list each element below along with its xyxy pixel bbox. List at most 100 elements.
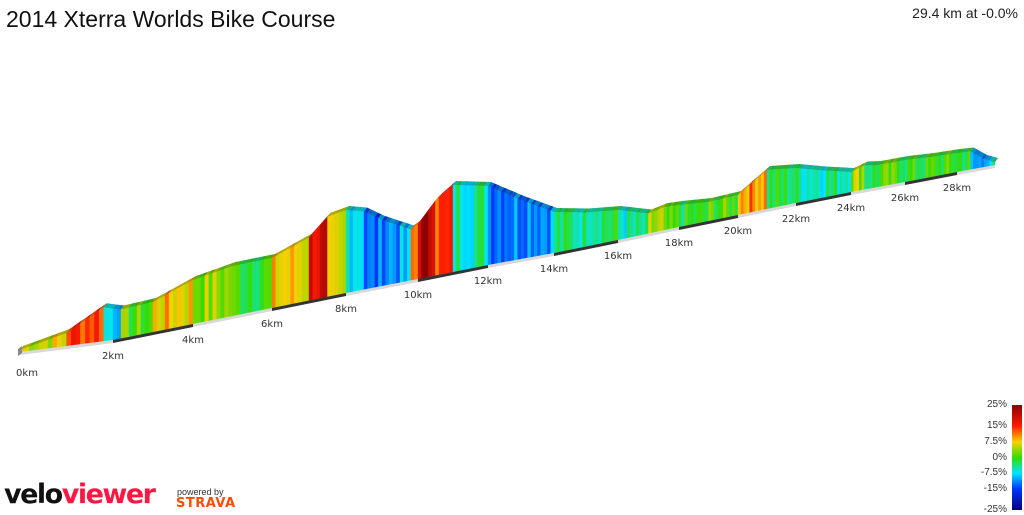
profile-segment[interactable]: [752, 179, 756, 213]
profile-segment[interactable]: [301, 239, 306, 303]
profile-segment[interactable]: [809, 169, 813, 201]
profile-segment[interactable]: [954, 152, 958, 173]
profile-segment[interactable]: [720, 198, 724, 219]
profile-segment[interactable]: [259, 259, 265, 311]
profile-segment[interactable]: [89, 313, 95, 344]
profile-segment[interactable]: [781, 168, 785, 207]
profile-segment[interactable]: [128, 306, 134, 338]
profile-segment[interactable]: [815, 169, 819, 200]
profile-segment[interactable]: [775, 168, 779, 208]
profile-segment[interactable]: [737, 192, 742, 216]
profile-segment[interactable]: [967, 151, 971, 171]
profile-segment[interactable]: [103, 306, 109, 342]
profile-segment[interactable]: [981, 157, 985, 168]
profile-segment[interactable]: [943, 154, 947, 175]
profile-segment[interactable]: [164, 292, 170, 330]
profile-segment[interactable]: [156, 297, 162, 332]
profile-segment[interactable]: [566, 211, 571, 251]
profile-segment[interactable]: [534, 204, 538, 257]
profile-segment[interactable]: [459, 184, 464, 271]
profile-segment[interactable]: [349, 210, 354, 293]
profile-segment[interactable]: [271, 255, 276, 309]
profile-segment[interactable]: [116, 308, 122, 340]
profile-segment[interactable]: [743, 187, 747, 215]
profile-segment[interactable]: [702, 202, 706, 223]
profile-segment[interactable]: [363, 211, 368, 290]
profile-segment[interactable]: [681, 204, 686, 227]
profile-segment[interactable]: [693, 202, 697, 225]
profile-segment[interactable]: [319, 220, 324, 299]
profile-segment[interactable]: [633, 211, 637, 237]
profile-segment[interactable]: [579, 212, 583, 249]
profile-segment[interactable]: [305, 237, 310, 302]
profile-segment[interactable]: [614, 209, 619, 241]
profile-segment[interactable]: [484, 185, 489, 266]
profile-segment[interactable]: [920, 157, 924, 180]
profile-segment[interactable]: [831, 170, 835, 197]
profile-segment[interactable]: [410, 226, 415, 281]
profile-segment[interactable]: [684, 203, 689, 227]
profile-segment[interactable]: [442, 190, 447, 275]
profile-segment[interactable]: [910, 158, 913, 182]
profile-segment[interactable]: [543, 208, 548, 256]
profile-segment[interactable]: [651, 210, 655, 234]
profile-segment[interactable]: [872, 164, 876, 189]
profile-segment[interactable]: [623, 210, 628, 239]
profile-segment[interactable]: [356, 210, 361, 292]
profile-segment[interactable]: [275, 253, 280, 308]
profile-segment[interactable]: [639, 212, 643, 236]
profile-segment[interactable]: [648, 211, 652, 234]
profile-segment[interactable]: [316, 224, 321, 300]
profile-segment[interactable]: [547, 209, 551, 255]
profile-segment[interactable]: [184, 281, 190, 326]
profile-segment[interactable]: [904, 159, 908, 183]
profile-segment[interactable]: [282, 249, 287, 306]
profile-segment[interactable]: [885, 162, 889, 186]
profile-segment[interactable]: [399, 225, 404, 283]
profile-segment[interactable]: [708, 201, 712, 222]
profile-segment[interactable]: [928, 156, 932, 178]
profile-segment[interactable]: [645, 212, 649, 235]
profile-segment[interactable]: [424, 209, 429, 278]
profile-segment[interactable]: [124, 307, 130, 338]
profile-segment[interactable]: [592, 211, 596, 246]
profile-segment[interactable]: [392, 223, 397, 285]
profile-segment[interactable]: [75, 322, 81, 346]
profile-segment[interactable]: [407, 227, 411, 282]
profile-segment[interactable]: [504, 192, 508, 263]
profile-segment[interactable]: [236, 264, 241, 316]
profile-segment[interactable]: [728, 196, 733, 218]
profile-segment[interactable]: [517, 198, 522, 260]
profile-segment[interactable]: [168, 290, 174, 330]
profile-segment[interactable]: [573, 212, 577, 250]
profile-segment[interactable]: [617, 209, 622, 241]
profile-segment[interactable]: [263, 258, 269, 310]
profile-segment[interactable]: [896, 160, 900, 184]
profile-segment[interactable]: [61, 332, 67, 347]
profile-segment[interactable]: [353, 210, 357, 292]
profile-segment[interactable]: [204, 274, 210, 322]
profile-segment[interactable]: [180, 284, 186, 327]
profile-segment[interactable]: [414, 223, 419, 280]
profile-segment[interactable]: [294, 243, 299, 304]
profile-segment[interactable]: [463, 185, 468, 271]
profile-segment[interactable]: [790, 167, 794, 205]
profile-segment[interactable]: [769, 169, 773, 209]
profile-segment[interactable]: [232, 264, 237, 317]
profile-segment[interactable]: [520, 199, 525, 260]
profile-segment[interactable]: [323, 216, 328, 298]
profile-segment[interactable]: [746, 184, 750, 214]
profile-segment[interactable]: [828, 170, 832, 197]
profile-segment[interactable]: [70, 326, 77, 346]
profile-segment[interactable]: [842, 171, 846, 194]
profile-segment[interactable]: [992, 160, 996, 166]
profile-segment[interactable]: [524, 200, 528, 259]
profile-segment[interactable]: [711, 200, 715, 221]
profile-segment[interactable]: [915, 158, 919, 181]
profile-segment[interactable]: [608, 210, 612, 243]
profile-segment[interactable]: [723, 197, 727, 219]
profile-segment[interactable]: [705, 201, 709, 222]
profile-segment[interactable]: [975, 154, 979, 169]
profile-segment[interactable]: [553, 211, 558, 254]
profile-segment[interactable]: [630, 211, 634, 238]
